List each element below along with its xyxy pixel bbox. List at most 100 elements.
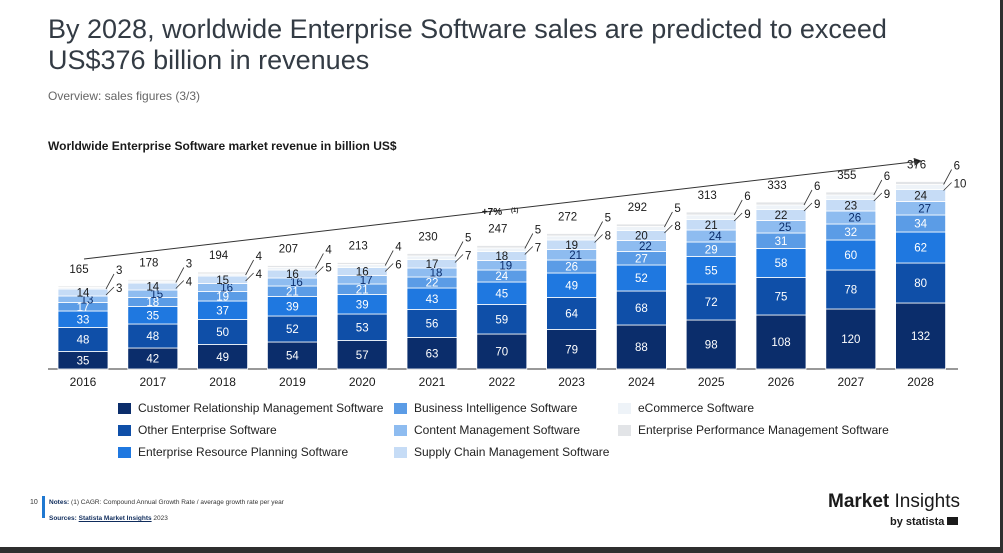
leader-line [384,263,394,272]
bar-value-label: 63 [426,348,439,360]
sources-link[interactable]: Statista Market Insights [78,515,152,522]
bar-total-label: 230 [418,232,437,244]
bar-value-label: 54 [286,351,299,363]
bar-segment [266,265,318,268]
epm-value-label: 6 [884,171,890,183]
stacked-bar-chart: +7% (1)3548331713331416520164248351815341… [48,157,966,389]
bar-segment [197,319,249,345]
x-tick-label: 2021 [419,375,446,389]
brand-sub-text: by statista [890,516,945,528]
chart-title: Worldwide Enterprise Software market rev… [48,139,397,153]
page-subtitle: Overview: sales figures (3/3) [48,89,201,103]
ecommerce-value-label: 9 [884,189,890,201]
bar-segment [616,324,667,370]
bar-value-label: 17 [360,275,373,287]
leader-line [594,234,603,243]
epm-value-label: 5 [605,213,611,225]
supply-chain-value-label: 15 [216,275,229,287]
legend-label: Business Intelligence Software [414,401,578,415]
bar-value-label: 50 [216,327,229,339]
bar-value-label: 48 [146,331,159,343]
bar-total-label: 333 [767,180,786,192]
bar-value-label: 75 [775,291,788,303]
supply-chain-value-label: 22 [775,210,788,222]
bar-segment [616,290,667,326]
bar-value-label: 72 [705,297,718,309]
bar-total-label: 194 [209,250,229,262]
leader-line [873,179,883,196]
page-title: By 2028, worldwide Enterprise Software s… [48,14,887,75]
legend-label: Other Enterprise Software [138,423,277,437]
legend-item: Customer Relationship Management Softwar… [118,401,383,415]
bar-value-label: 108 [771,337,790,349]
bar-segment [825,239,877,271]
bar-value-label: 21 [356,284,369,296]
bar-segment [406,253,458,257]
bar-value-label: 29 [705,244,718,256]
ecommerce-value-label: 8 [674,221,680,233]
legend-label: eCommerce Software [638,401,755,415]
bar-value-label: 132 [911,331,930,343]
bar-segment [685,283,737,321]
legend-swatch [394,446,407,458]
legend-swatch [394,402,407,414]
legend-label: Supply Chain Management Software [414,445,610,459]
legend-swatch [618,424,631,436]
bar-value-label: 57 [356,350,369,362]
leader-line [664,211,673,228]
epm-value-label: 5 [465,233,471,245]
bar-value-label: 16 [220,283,233,295]
ecommerce-value-label: 4 [186,277,193,289]
leader-line [524,233,534,249]
bar-total-label: 178 [139,258,158,270]
bar-value-label: 24 [495,271,508,283]
notes-text: (1) CAGR: Compound Annual Growth Rate / … [71,499,284,506]
bar-segment [127,279,179,282]
supply-chain-value-label: 19 [565,240,578,252]
x-tick-label: 2020 [349,375,376,389]
supply-chain-value-label: 14 [77,288,90,300]
legend-item: Business Intelligence Software [394,401,577,415]
x-tick-label: 2024 [628,375,655,389]
bar-total-label: 313 [698,190,717,202]
bar-value-label: 31 [775,236,788,248]
leader-line [733,199,743,216]
bar-value-label: 19 [499,260,512,272]
bar-segment [895,231,946,264]
legend-label: Enterprise Resource Planning Software [138,445,349,459]
bar-value-label: 120 [841,334,860,346]
bar-segment [755,204,807,210]
legend-item: Content Management Software [394,423,580,437]
bar-total-label: 247 [488,224,507,236]
bar-total-label: 213 [349,241,368,253]
leader-line [873,192,883,202]
notes-label: Notes: [49,499,70,506]
bar-value-label: 19 [216,291,229,303]
bar-total-label: 376 [907,160,926,172]
statista-icon [947,517,959,525]
bar-value-label: 78 [844,285,857,297]
bar-value-label: 39 [286,301,299,313]
bar-value-label: 22 [426,278,439,290]
cagr-annotation-note: (1) [511,208,518,214]
epm-value-label: 5 [674,203,680,215]
legend-swatch [118,402,131,414]
bar-value-label: 52 [635,273,648,285]
bar-total-label: 292 [628,202,647,214]
bar-segment [476,333,528,370]
bar-value-label: 17 [77,302,90,314]
legend-swatch [118,424,131,436]
legend-label: Enterprise Performance Management Softwa… [638,423,889,437]
x-tick-label: 2026 [768,375,795,389]
bar-value-label: 16 [290,277,303,289]
bar-value-label: 35 [77,355,90,367]
ecommerce-value-label: 9 [814,199,820,211]
epm-value-label: 4 [395,242,402,254]
legend-label: Content Management Software [414,423,581,437]
leader-line [454,241,464,257]
bar-value-label: 49 [216,352,229,364]
sources-year: 2023 [153,515,168,522]
legend-item: Enterprise Resource Planning Software [118,445,348,459]
bar-value-label: 49 [565,280,578,292]
bar-value-label: 26 [848,213,861,225]
